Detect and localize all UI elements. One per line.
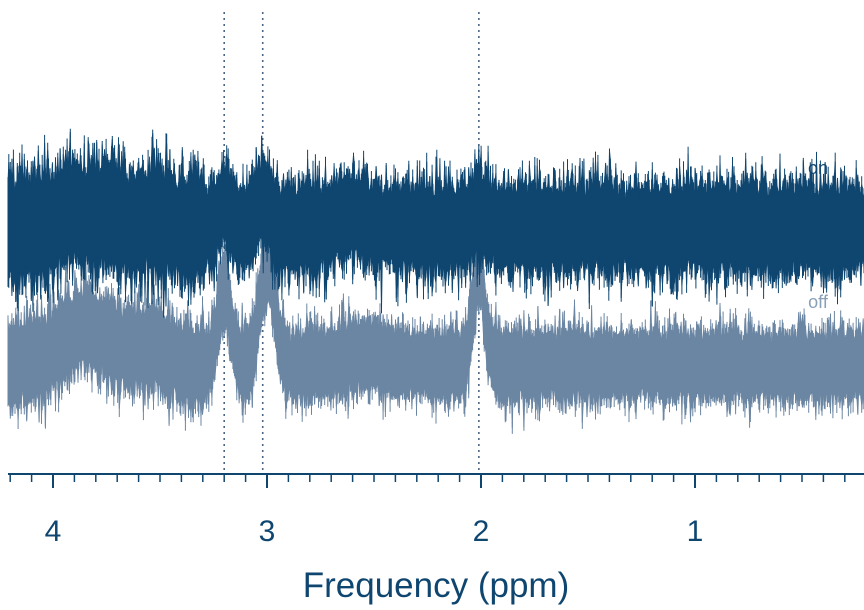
- series-label-off: off: [808, 292, 829, 312]
- series-on-noise: [7, 128, 864, 318]
- x-tick-label: 2: [473, 515, 490, 548]
- series-label-on: on: [808, 158, 828, 178]
- x-tick-label: 1: [687, 515, 704, 548]
- x-axis-title: Frequency (ppm): [303, 566, 569, 605]
- series-off-noise: [7, 222, 864, 434]
- x-tick-label: 4: [45, 515, 62, 548]
- series-layer: [7, 128, 864, 434]
- x-tick-label: 3: [259, 515, 276, 548]
- x-axis-ticks: 4 3 2 1: [9, 474, 846, 548]
- series-labels: on off: [808, 158, 829, 312]
